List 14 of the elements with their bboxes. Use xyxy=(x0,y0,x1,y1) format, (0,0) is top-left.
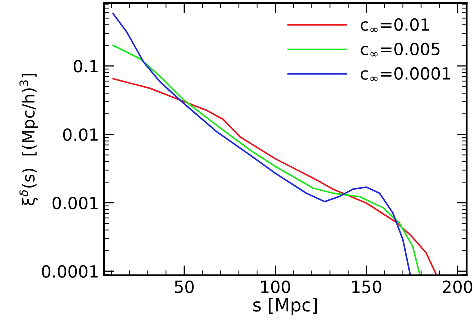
y-tick-label: 0.0001 xyxy=(42,265,98,278)
x-tick-label: 50 xyxy=(175,280,194,294)
y-tick-label: 0.001 xyxy=(52,196,98,210)
x-tick-label: 200 xyxy=(443,280,473,294)
y-tick-label: 0.1 xyxy=(74,60,98,73)
legend-label: c$_{∞}$=0.0001 xyxy=(360,67,450,82)
x-tick-label: 150 xyxy=(352,280,382,294)
legend-label: c$_{∞}$=0.005 xyxy=(360,42,440,57)
x-axis-title: s [Mpc] xyxy=(253,298,318,316)
x-tick-label: 100 xyxy=(261,280,290,294)
y-tick-label: 0.01 xyxy=(63,128,98,142)
y-axis-title: ξ$^{δ}$(s) [(Mpc/h)$^{3}$] xyxy=(20,74,38,206)
legend-label: c$_{∞}$=0.01 xyxy=(360,18,430,32)
line-series xyxy=(112,78,438,276)
